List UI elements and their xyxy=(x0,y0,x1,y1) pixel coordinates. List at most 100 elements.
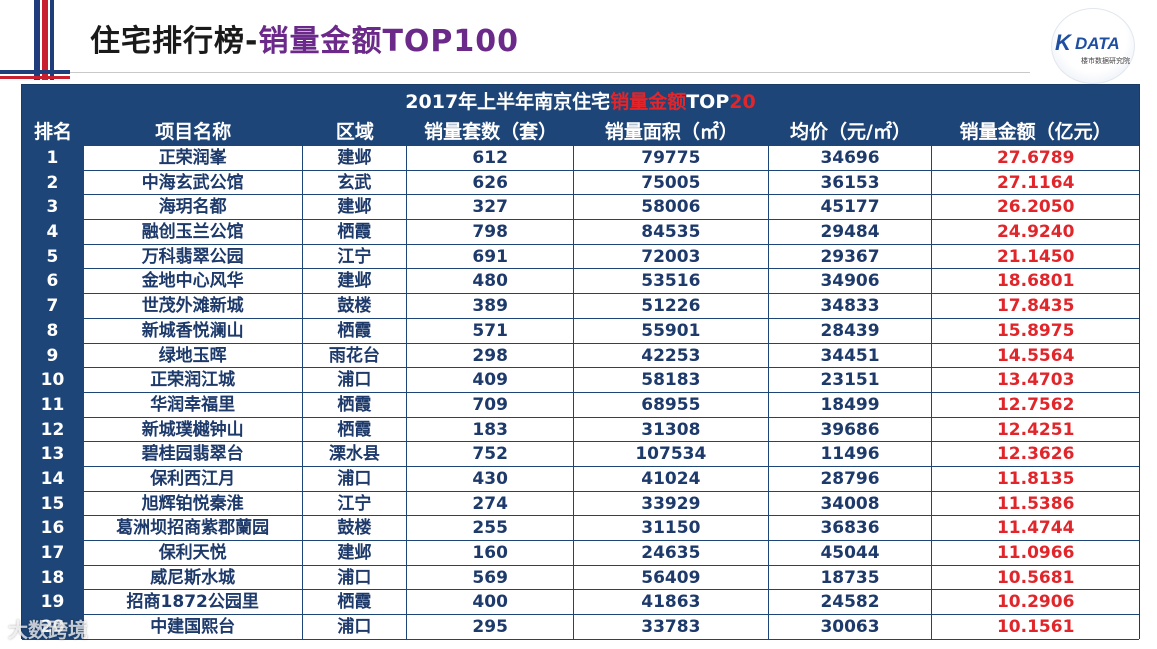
cell-district: 建邺 xyxy=(302,146,408,171)
cell-units-sold: 709 xyxy=(407,392,575,418)
cell-sales-amount: 27.1164 xyxy=(932,170,1139,196)
cell-rank: 18 xyxy=(22,565,84,591)
cell-district: 建邺 xyxy=(302,541,408,566)
table-row: 12 新城璞樾钟山 栖霞 183 31308 39686 12.4251 xyxy=(22,417,1139,443)
table-row: 9 绿地玉晖 雨花台 298 42253 34451 14.5564 xyxy=(22,343,1139,369)
cell-avg-price: 29484 xyxy=(768,220,933,245)
table-row: 4 融创玉兰公馆 栖霞 798 84535 29484 24.9240 xyxy=(22,220,1139,245)
table-title: 2017年上半年南京住宅销量金额TOP20 xyxy=(22,85,1139,119)
cell-rank: 5 xyxy=(22,244,84,270)
cell-district: 建邺 xyxy=(302,195,408,221)
cell-project-name: 正荣润峯 xyxy=(83,146,303,171)
cell-units-sold: 569 xyxy=(407,565,575,591)
cell-rank: 9 xyxy=(22,343,84,369)
logo-subtitle: 楼市数据研究院 xyxy=(1081,57,1130,65)
cell-rank: 8 xyxy=(22,318,84,344)
cell-avg-price: 36153 xyxy=(768,170,933,196)
cell-project-name: 金地中心风华 xyxy=(83,269,303,295)
cell-area-sold: 42253 xyxy=(574,343,769,369)
cell-sales-amount: 11.4744 xyxy=(932,516,1139,541)
cell-sales-amount: 18.6801 xyxy=(932,269,1139,295)
cell-avg-price: 34833 xyxy=(768,294,933,319)
cell-area-sold: 31308 xyxy=(574,417,769,443)
cell-district: 建邺 xyxy=(302,269,408,295)
cell-district: 栖霞 xyxy=(302,318,408,344)
cell-rank: 11 xyxy=(22,392,84,418)
cell-units-sold: 571 xyxy=(407,318,575,344)
table-row: 11 华润幸福里 栖霞 709 68955 18499 12.7562 xyxy=(22,392,1139,418)
cell-area-sold: 72003 xyxy=(574,244,769,270)
cell-sales-amount: 24.9240 xyxy=(932,220,1139,245)
cell-project-name: 新城璞樾钟山 xyxy=(83,417,303,443)
cell-sales-amount: 15.8975 xyxy=(932,318,1139,344)
cell-district: 栖霞 xyxy=(302,220,408,245)
cell-rank: 14 xyxy=(22,466,84,492)
ranking-table: 2017年上半年南京住宅销量金额TOP20 排名 项目名称 区域 销量套数（套）… xyxy=(21,84,1140,640)
cell-area-sold: 75005 xyxy=(574,170,769,196)
cell-area-sold: 53516 xyxy=(574,269,769,295)
table-row: 8 新城香悦澜山 栖霞 571 55901 28439 15.8975 xyxy=(22,318,1139,344)
cell-area-sold: 84535 xyxy=(574,220,769,245)
header-rank: 排名 xyxy=(33,121,72,143)
cell-avg-price: 24582 xyxy=(768,590,933,616)
cell-project-name: 融创玉兰公馆 xyxy=(83,220,303,245)
cell-area-sold: 58183 xyxy=(574,368,769,393)
cell-sales-amount: 12.3626 xyxy=(932,442,1139,467)
cell-sales-amount: 10.2906 xyxy=(932,590,1139,616)
decor-stripe-blue-2 xyxy=(50,0,54,80)
cell-rank: 16 xyxy=(22,516,84,541)
cell-units-sold: 430 xyxy=(407,466,575,492)
cell-project-name: 新城香悦澜山 xyxy=(83,318,303,344)
header-units-sold: 销量套数（套） xyxy=(424,121,558,143)
table-title-top: TOP xyxy=(686,91,730,113)
cell-district: 雨花台 xyxy=(302,343,408,369)
table-body: 1 正荣润峯 建邺 612 79775 34696 27.6789 2 中海玄武公馆 玄武 626 7… xyxy=(22,146,1139,640)
header-district: 区域 xyxy=(335,121,374,143)
cell-avg-price: 34008 xyxy=(768,491,933,517)
cell-area-sold: 79775 xyxy=(574,146,769,171)
cell-units-sold: 274 xyxy=(407,491,575,517)
cell-project-name: 招商1872公园里 xyxy=(83,590,303,616)
cell-sales-amount: 12.4251 xyxy=(932,417,1139,443)
cell-avg-price: 29367 xyxy=(768,244,933,270)
cell-area-sold: 24635 xyxy=(574,541,769,566)
cell-rank: 19 xyxy=(22,590,84,616)
cell-units-sold: 626 xyxy=(407,170,575,196)
cell-district: 鼓楼 xyxy=(302,294,408,319)
cell-rank: 20 xyxy=(22,615,84,640)
cell-avg-price: 39686 xyxy=(768,417,933,443)
cell-area-sold: 58006 xyxy=(574,195,769,221)
cell-district: 江宁 xyxy=(302,491,408,517)
cell-district: 溧水县 xyxy=(302,442,408,467)
cell-avg-price: 34451 xyxy=(768,343,933,369)
cell-sales-amount: 10.1561 xyxy=(932,615,1139,640)
cell-sales-amount: 10.5681 xyxy=(932,565,1139,591)
cell-units-sold: 183 xyxy=(407,417,575,443)
cell-units-sold: 389 xyxy=(407,294,575,319)
cell-sales-amount: 11.5386 xyxy=(932,491,1139,517)
cell-units-sold: 612 xyxy=(407,146,575,171)
table-row: 6 金地中心风华 建邺 480 53516 34906 18.6801 xyxy=(22,269,1139,295)
cell-district: 浦口 xyxy=(302,565,408,591)
cell-rank: 7 xyxy=(22,294,84,319)
cell-rank: 10 xyxy=(22,368,84,393)
decor-stripe-blue xyxy=(34,0,40,80)
table-row: 16 葛洲坝招商紫郡蘭园 鼓楼 255 31150 36836 11.4744 xyxy=(22,516,1139,541)
table-row: 2 中海玄武公馆 玄武 626 75005 36153 27.1164 xyxy=(22,170,1139,196)
cell-units-sold: 255 xyxy=(407,516,575,541)
logo-mark: K xyxy=(1055,30,1071,55)
table-row: 18 威尼斯水城 浦口 569 56409 18735 10.5681 xyxy=(22,565,1139,591)
decor-stripe-red xyxy=(42,0,48,80)
cell-rank: 17 xyxy=(22,541,84,566)
cell-project-name: 葛洲坝招商紫郡蘭园 xyxy=(83,516,303,541)
header-avg-price: 均价（元/㎡） xyxy=(790,121,911,143)
cell-project-name: 绿地玉晖 xyxy=(83,343,303,369)
table-row: 5 万科翡翠公园 江宁 691 72003 29367 21.1450 xyxy=(22,244,1139,270)
cell-project-name: 保利天悦 xyxy=(83,541,303,566)
header-sales-amount: 销量金额（亿元） xyxy=(959,121,1112,143)
cell-units-sold: 298 xyxy=(407,343,575,369)
cell-district: 鼓楼 xyxy=(302,516,408,541)
table-row: 13 碧桂园翡翠台 溧水县 752 107534 11496 12.3626 xyxy=(22,442,1139,467)
cell-avg-price: 18499 xyxy=(768,392,933,418)
cell-sales-amount: 11.8135 xyxy=(932,466,1139,492)
